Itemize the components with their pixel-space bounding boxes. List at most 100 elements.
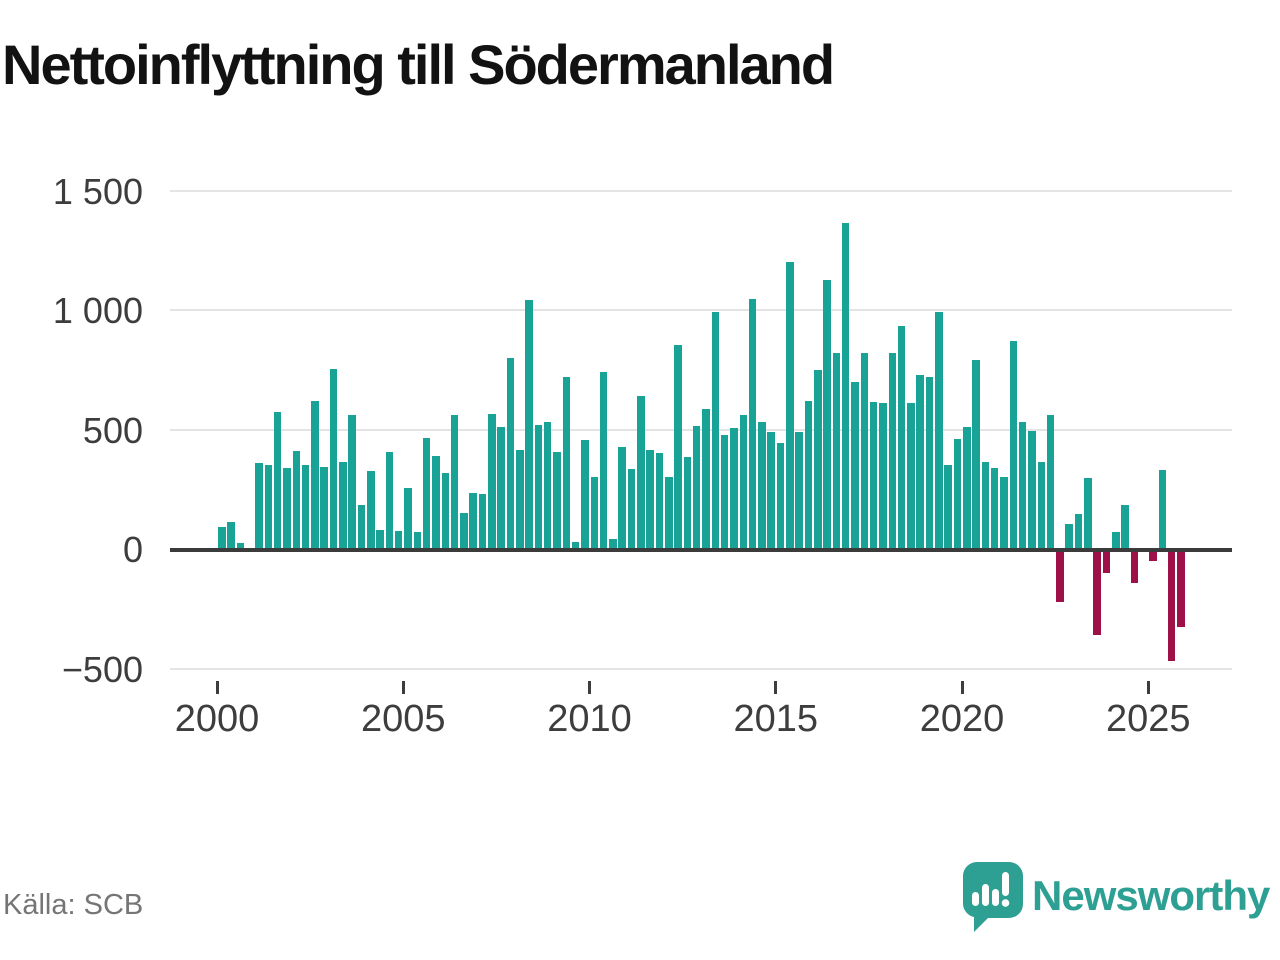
bar-2015-q4 [804, 400, 813, 549]
bar-2007-q3 [497, 427, 505, 549]
x-axis-tick-label-2015: 2015 [733, 698, 819, 740]
bar-2002-q1 [292, 451, 300, 549]
bar-2016-q4 [841, 222, 850, 549]
bar-2018-q2 [897, 325, 906, 549]
bar-2015-q1 [776, 442, 785, 549]
bar-2012-q3 [683, 456, 692, 549]
zero-axis-line [170, 548, 1232, 552]
bar-2010-q2 [599, 372, 608, 549]
bar-2011-q3 [646, 449, 654, 549]
y-axis-tick-label--500: −500 [61, 648, 143, 690]
gridline-1500 [170, 189, 1232, 192]
bar-2011-q4 [655, 453, 664, 549]
bar-2010-q3 [609, 539, 617, 549]
bar-2009-q2 [562, 376, 571, 549]
x-axis-tick-2010 [588, 681, 592, 694]
bar-2002-q3 [311, 400, 319, 549]
bar-2025-q4 [1177, 551, 1185, 628]
bar-2000-q1 [218, 527, 226, 549]
bar-2000-q3 [236, 543, 245, 549]
x-axis-tick-2015 [774, 681, 778, 694]
bar-2021-q3 [1018, 422, 1027, 549]
bar-2017-q4 [879, 403, 887, 549]
bar-2003-q1 [329, 368, 338, 549]
bar-2010-q4 [618, 447, 626, 549]
bar-2020-q4 [990, 467, 999, 549]
bar-2003-q3 [348, 415, 356, 549]
bar-2007-q4 [506, 357, 515, 549]
x-axis-tick-2025 [1146, 681, 1150, 694]
x-axis-tick-2000 [215, 681, 219, 694]
bar-2022-q2 [1046, 415, 1055, 549]
bar-2001-q1 [255, 462, 263, 549]
bar-2001-q4 [283, 467, 291, 549]
bar-2008-q1 [516, 449, 524, 549]
bar-2008-q3 [534, 424, 543, 549]
brand-name: Newsworthy [1032, 872, 1270, 919]
bar-2025-q1 [1149, 551, 1157, 561]
bar-2025-q2 [1158, 470, 1167, 549]
bar-2008-q2 [525, 300, 533, 549]
bar-2021-q4 [1028, 430, 1036, 549]
bar-2023-q3 [1093, 551, 1101, 635]
bar-2011-q1 [627, 468, 636, 549]
newsworthy-logo-icon [960, 862, 1024, 936]
bar-2013-q2 [711, 312, 720, 549]
bar-2002-q4 [320, 466, 328, 549]
x-axis-tick-label-2020: 2020 [919, 698, 1005, 740]
bar-2014-q3 [758, 422, 766, 549]
bar-2001-q3 [273, 411, 282, 549]
bar-2018-q1 [888, 353, 897, 549]
bar-2022-q4 [1065, 523, 1073, 549]
bar-2015-q2 [786, 262, 794, 549]
gridline-1000 [170, 309, 1232, 311]
bar-2014-q4 [767, 431, 775, 549]
bar-2014-q2 [748, 299, 757, 549]
bar-2021-q1 [1000, 477, 1008, 549]
bar-2024-q2 [1121, 504, 1129, 549]
bar-2004-q3 [385, 452, 394, 549]
bar-2015-q3 [795, 431, 803, 549]
x-axis-tick-2005 [401, 681, 405, 694]
bar-2003-q2 [339, 461, 347, 549]
bar-2021-q2 [1009, 341, 1018, 549]
bar-2007-q2 [488, 413, 496, 549]
x-axis-tick-2020 [960, 681, 964, 694]
y-axis-tick-label-1000: 1 000 [52, 290, 143, 331]
bar-2020-q1 [963, 427, 971, 549]
bar-2000-q2 [227, 521, 235, 549]
bar-2016-q2 [823, 280, 831, 549]
bar-2006-q2 [450, 415, 459, 549]
gridline--500 [170, 667, 1232, 670]
x-axis-tick-label-2025: 2025 [1106, 698, 1191, 740]
bar-2009-q1 [553, 452, 561, 549]
chart-title: Nettoinflyttning till Södermanland [2, 33, 835, 96]
bar-2005-q1 [404, 488, 412, 549]
bar-2007-q1 [478, 494, 487, 549]
bar-2006-q1 [441, 472, 449, 549]
bar-2017-q3 [869, 402, 878, 549]
bar-2006-q4 [469, 492, 477, 549]
bar-2020-q2 [972, 360, 980, 549]
bar-2013-q3 [720, 435, 729, 549]
bar-2010-q1 [590, 477, 599, 549]
bar-2002-q2 [301, 465, 310, 549]
bar-2024-q3 [1130, 551, 1139, 584]
bar-2019-q2 [935, 312, 943, 549]
y-axis-tick-label-500: 500 [82, 409, 143, 451]
bar-2023-q2 [1084, 478, 1092, 549]
bar-2024-q1 [1112, 532, 1120, 549]
bar-2011-q2 [637, 396, 645, 549]
y-axis-tick-label-1500: 1 500 [52, 170, 143, 212]
bar-2012-q1 [665, 477, 673, 549]
bar-2004-q2 [376, 529, 384, 549]
bar-2018-q4 [916, 374, 924, 549]
bar-2023-q4 [1102, 551, 1111, 573]
bar-2017-q2 [860, 353, 869, 549]
bar-2013-q4 [730, 428, 738, 549]
bar-2019-q3 [944, 465, 952, 549]
bar-2012-q4 [692, 425, 701, 549]
bar-2009-q4 [581, 440, 589, 549]
